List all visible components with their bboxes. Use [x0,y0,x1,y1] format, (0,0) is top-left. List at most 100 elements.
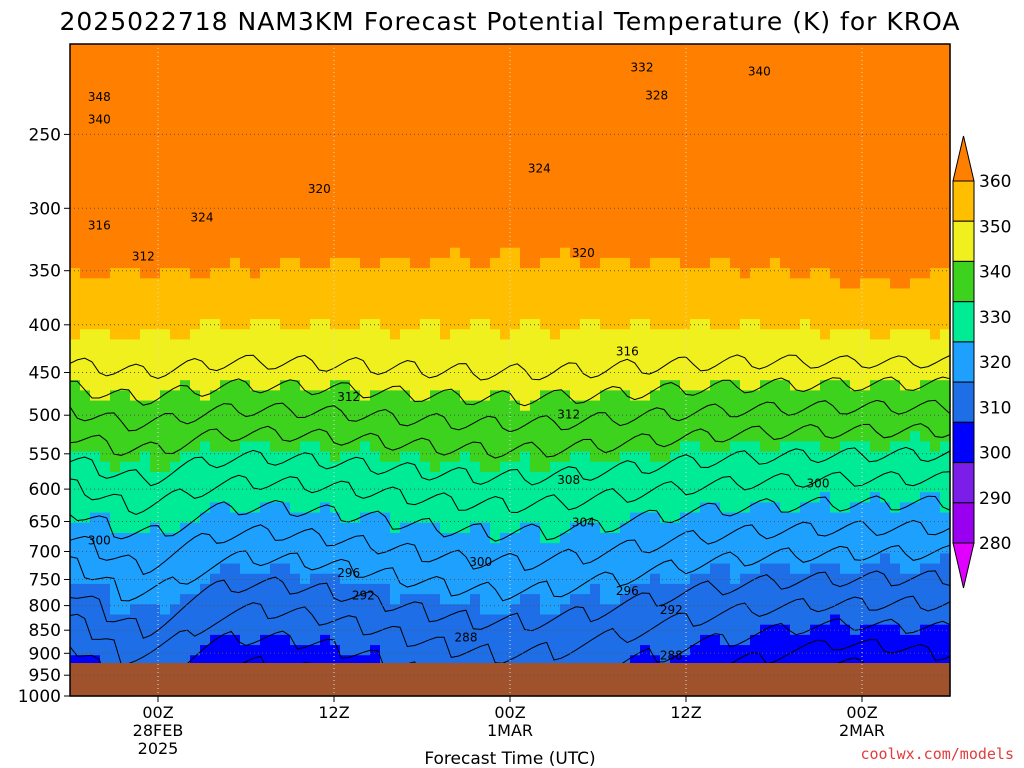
heatmap-cell [200,461,211,473]
heatmap-cell [620,115,631,127]
heatmap-cell [450,135,461,147]
heatmap-cell [220,400,231,412]
heatmap-cell [560,288,571,300]
heatmap-cell [190,390,201,402]
heatmap-cell [370,410,381,422]
heatmap-cell [230,400,241,412]
heatmap-cell [560,156,571,167]
heatmap-cell [590,247,601,259]
heatmap-cell [370,420,381,432]
heatmap-cell [350,451,361,463]
heatmap-cell [200,410,211,422]
heatmap-cell [270,461,281,473]
heatmap-cell [600,308,611,320]
heatmap-cell [680,380,691,391]
heatmap-cell [430,115,441,127]
heatmap-cell [280,573,291,585]
heatmap-cell [520,115,531,127]
heatmap-cell [350,380,361,391]
heatmap-cell [130,298,141,310]
heatmap-cell [540,329,551,341]
heatmap-cell [450,196,461,208]
heatmap-cell [370,135,381,147]
heatmap-cell [70,186,81,198]
heatmap-cell [80,237,91,249]
heatmap-cell [820,400,831,412]
heatmap-cell [340,349,351,361]
heatmap-cell [360,655,371,667]
heatmap-cell [390,380,401,391]
heatmap-cell [710,217,721,228]
heatmap-cell [580,522,591,534]
heatmap-cell [740,614,751,626]
heatmap-cell [810,64,821,76]
heatmap-cell [610,145,621,157]
heatmap-cell [80,166,91,178]
heatmap-cell [560,145,571,157]
heatmap-cell [120,359,131,371]
heatmap-cell [420,604,431,616]
heatmap-cell [260,84,271,96]
heatmap-cell [250,533,261,544]
heatmap-cell [150,624,161,636]
heatmap-cell [840,237,851,249]
heatmap-cell [210,94,221,106]
heatmap-cell [410,563,421,575]
heatmap-cell [730,461,741,473]
heatmap-cell [210,166,221,178]
heatmap-cell [200,94,211,106]
heatmap-cell [210,329,221,341]
heatmap-cell [630,441,641,453]
heatmap-cell [690,288,701,300]
heatmap-cell [250,634,261,646]
heatmap-cell [240,329,251,341]
heatmap-cell [230,278,241,290]
heatmap-cell [660,624,671,636]
heatmap-cell [750,624,761,636]
heatmap-cell [830,125,841,137]
heatmap-cell [500,54,511,65]
heatmap-cell [810,339,821,351]
heatmap-cell [440,583,451,595]
heatmap-cell [300,573,311,585]
heatmap-cell [220,370,231,381]
heatmap-cell [760,237,771,249]
heatmap-cell [650,604,661,616]
heatmap-cell [560,594,571,605]
heatmap-cell [330,522,341,534]
heatmap-cell [160,533,171,544]
heatmap-cell [650,471,661,483]
heatmap-cell [710,359,721,371]
heatmap-cell [260,227,271,239]
heatmap-cell [240,533,251,544]
heatmap-cell [820,186,831,198]
heatmap-cell [70,370,81,381]
heatmap-cell [770,145,781,157]
heatmap-cell [310,308,321,320]
heatmap-cell [740,502,751,514]
heatmap-cell [330,227,341,239]
heatmap-cell [670,257,681,269]
heatmap-cell [690,573,701,585]
heatmap-cell [280,257,291,269]
heatmap-cell [470,135,481,147]
heatmap-cell [600,512,611,524]
heatmap-cell [670,237,681,249]
heatmap-cell [280,614,291,626]
heatmap-cell [160,319,171,330]
heatmap-cell [580,54,591,65]
heatmap-cell [610,54,621,65]
heatmap-cell [570,257,581,269]
heatmap-cell [540,451,551,463]
heatmap-cell [230,359,241,371]
heatmap-cell [80,207,91,218]
heatmap-cell [420,94,431,106]
heatmap-cell [160,502,171,514]
heatmap-cell [770,410,781,422]
heatmap-cell [190,94,201,106]
heatmap-cell [640,502,651,514]
heatmap-cell [620,227,631,239]
heatmap-cell [640,217,651,228]
heatmap-cell [810,370,821,381]
heatmap-cell [150,308,161,320]
